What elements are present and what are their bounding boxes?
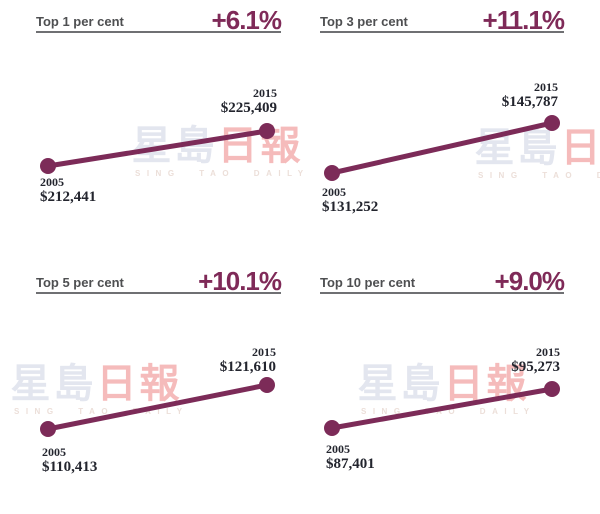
panel-title: Top 10 per cent bbox=[320, 275, 416, 290]
line-chart bbox=[40, 377, 275, 437]
point-value: $145,787 bbox=[501, 94, 558, 110]
panel-top-3-per-cent: Top 3 per cent +11.1% 2015 $145,787 2005… bbox=[300, 0, 600, 250]
point-label-2005: 2005 $87,401 bbox=[326, 442, 375, 473]
point-year: 2005 bbox=[40, 175, 64, 189]
change-percent: +9.0% bbox=[494, 266, 565, 296]
point-label-2015: 2015 $95,273 bbox=[511, 345, 560, 376]
point-year: 2015 bbox=[252, 345, 276, 359]
panel-title: Top 3 per cent bbox=[320, 14, 408, 29]
point-label-2015: 2015 $145,787 bbox=[501, 80, 558, 111]
panel-header: Top 3 per cent +11.1% bbox=[320, 5, 565, 35]
data-point-2015 bbox=[544, 381, 560, 397]
data-point-2005 bbox=[40, 421, 56, 437]
point-year: 2005 bbox=[326, 442, 350, 456]
point-year: 2005 bbox=[322, 185, 346, 199]
change-percent: +11.1% bbox=[482, 5, 565, 35]
point-year: 2005 bbox=[42, 445, 66, 459]
trend-line bbox=[331, 386, 553, 431]
point-year: 2015 bbox=[536, 345, 560, 359]
change-percent: +10.1% bbox=[198, 266, 282, 296]
point-value: $131,252 bbox=[322, 199, 379, 215]
point-value: $95,273 bbox=[511, 359, 560, 375]
data-point-2005 bbox=[324, 165, 340, 181]
point-value: $121,610 bbox=[219, 359, 276, 375]
panel-top-5-per-cent: Top 5 per cent +10.1% 2015 $121,610 2005… bbox=[0, 262, 300, 512]
point-label-2005: 2005 $131,252 bbox=[322, 185, 379, 216]
panel-title: Top 5 per cent bbox=[36, 275, 124, 290]
point-label-2015: 2015 $121,610 bbox=[219, 345, 276, 376]
data-point-2015 bbox=[544, 115, 560, 131]
point-label-2015: 2015 $225,409 bbox=[220, 86, 277, 117]
panel-header: Top 10 per cent +9.0% bbox=[320, 266, 565, 296]
line-chart bbox=[324, 381, 560, 436]
trend-line bbox=[47, 382, 268, 432]
line-chart bbox=[40, 123, 275, 174]
panel-top-1-per-cent: Top 1 per cent +6.1% 2015 $225,409 2005 … bbox=[0, 0, 300, 250]
point-year: 2015 bbox=[534, 80, 558, 94]
trend-line bbox=[331, 120, 553, 176]
data-point-2015 bbox=[259, 123, 275, 139]
panel-top-10-per-cent: Top 10 per cent +9.0% 2015 $95,273 2005 … bbox=[300, 262, 600, 512]
point-label-2005: 2005 $110,413 bbox=[42, 445, 98, 476]
panel-header: Top 1 per cent +6.1% bbox=[36, 5, 282, 35]
trend-line bbox=[47, 128, 268, 169]
data-point-2005 bbox=[324, 420, 340, 436]
point-value: $225,409 bbox=[220, 100, 277, 116]
panel-header: Top 5 per cent +10.1% bbox=[36, 266, 282, 296]
change-percent: +6.1% bbox=[211, 5, 282, 35]
panel-title: Top 1 per cent bbox=[36, 14, 124, 29]
line-chart bbox=[324, 115, 560, 181]
point-value: $110,413 bbox=[42, 459, 98, 475]
data-point-2005 bbox=[40, 158, 56, 174]
point-label-2005: 2005 $212,441 bbox=[40, 175, 97, 206]
point-value: $212,441 bbox=[40, 189, 97, 205]
point-year: 2015 bbox=[253, 86, 277, 100]
data-point-2015 bbox=[259, 377, 275, 393]
point-value: $87,401 bbox=[326, 456, 375, 472]
